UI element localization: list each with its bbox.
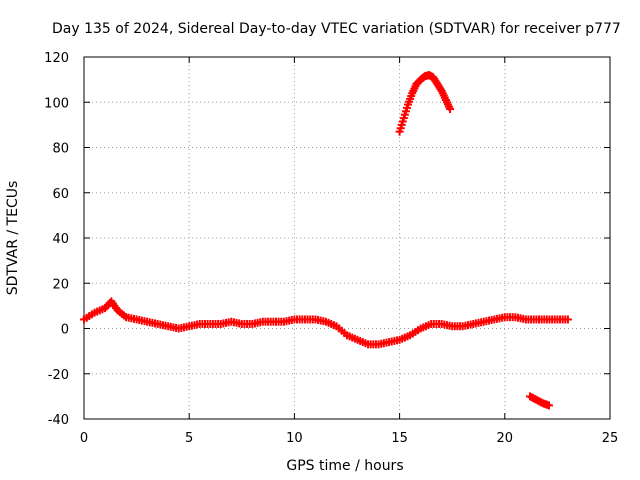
x-axis-title: GPS time / hours: [286, 458, 403, 474]
grid: [84, 57, 610, 419]
y-axis-title: SDTVAR / TECUs: [5, 181, 21, 296]
plot-frame: [83, 56, 611, 420]
data-point: [563, 315, 572, 324]
x-tick-label: 15: [391, 431, 408, 446]
y-tick-label: 60: [52, 187, 69, 202]
y-tick-label: 20: [52, 277, 69, 292]
y-tick-label: 40: [52, 232, 69, 247]
data-point: [446, 105, 455, 114]
chart-title: Day 135 of 2024, Sidereal Day-to-day VTE…: [52, 21, 621, 37]
x-tick-label: 10: [286, 431, 303, 446]
y-tick-label: -40: [48, 413, 69, 428]
x-tick-label: 5: [185, 431, 193, 446]
y-tick-label: 0: [61, 323, 69, 338]
x-tick-label: 25: [602, 431, 619, 446]
data-points: [80, 71, 572, 410]
y-tick-label: -20: [48, 368, 69, 383]
y-tick-label: 100: [44, 96, 69, 111]
y-tick-label: 80: [52, 142, 69, 157]
x-tick-label: 20: [497, 431, 514, 446]
x-tick-label: 0: [80, 431, 88, 446]
y-tick-label: 120: [44, 51, 69, 66]
data-point: [544, 401, 553, 410]
y-axis: -40 -20 0 20 40 60 80 100 120: [44, 51, 610, 428]
x-axis: 0 5 10 15 20 25: [80, 57, 618, 446]
